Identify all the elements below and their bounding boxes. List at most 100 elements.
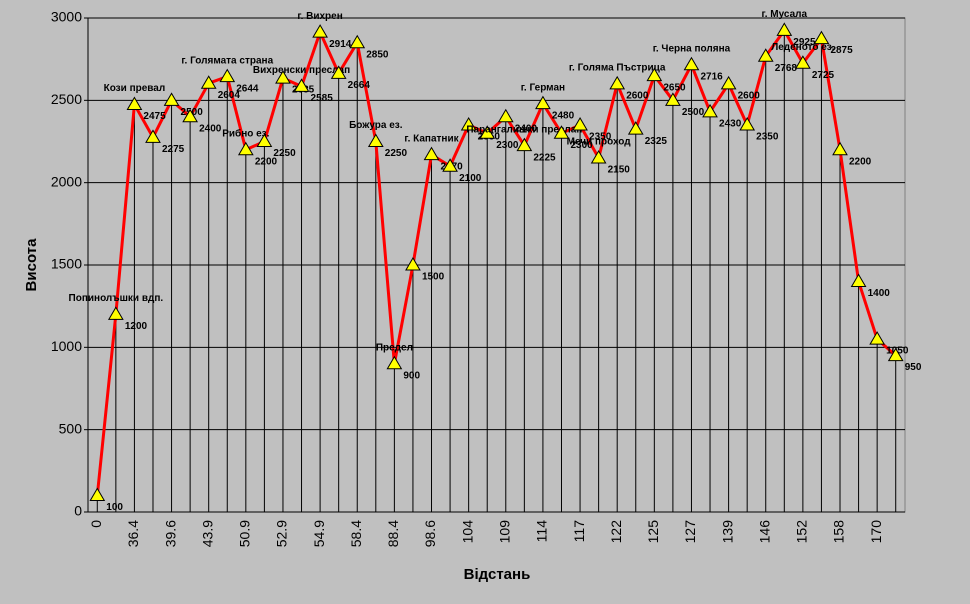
marker	[200, 75, 217, 89]
data-label: 2480	[552, 110, 575, 121]
point-name: г. Герман	[521, 82, 565, 93]
marker	[330, 65, 347, 79]
y-tick-label: 1000	[51, 338, 82, 354]
data-label: 2500	[682, 107, 705, 118]
data-label: 2925	[793, 37, 816, 48]
x-tick-label: 58.4	[348, 520, 364, 547]
marker	[869, 331, 886, 345]
data-label: 2716	[700, 71, 723, 82]
data-label: 2300	[570, 140, 593, 151]
data-label: 2725	[812, 70, 835, 81]
data-label: 2850	[366, 49, 389, 60]
x-tick-label: 36.4	[125, 520, 141, 547]
marker	[145, 129, 161, 143]
data-label: 2600	[626, 91, 649, 102]
marker	[349, 34, 366, 49]
data-label: 1200	[125, 321, 148, 332]
data-label: 2604	[218, 90, 241, 101]
x-tick-label: 127	[682, 520, 698, 544]
marker	[163, 92, 180, 106]
point-name: г. Голямата страна	[181, 55, 273, 66]
data-label: 2150	[608, 165, 631, 176]
marker	[386, 355, 403, 370]
marker	[423, 146, 440, 161]
point-name: Божура ез.	[349, 120, 403, 131]
x-tick-label: 88.4	[385, 520, 401, 547]
marker	[293, 78, 310, 92]
y-tick-label: 2500	[51, 91, 82, 107]
data-label: 2325	[645, 136, 668, 147]
y-tick-label: 0	[74, 503, 82, 519]
marker	[609, 75, 626, 90]
x-tick-label: 125	[645, 520, 661, 544]
marker	[813, 30, 830, 45]
data-label: 2400	[515, 123, 538, 134]
marker	[107, 306, 124, 320]
data-label: 2100	[459, 173, 482, 184]
y-axis-title: Висота	[23, 238, 40, 292]
marker	[720, 75, 737, 90]
x-tick-label: 117	[571, 520, 587, 543]
marker	[683, 56, 700, 71]
x-tick-label: 43.9	[199, 520, 215, 547]
marker	[553, 125, 570, 139]
x-tick-label: 109	[496, 520, 512, 544]
marker	[256, 133, 273, 147]
point-name: Мечи проход	[567, 137, 632, 148]
point-name: Предел	[376, 342, 413, 353]
marker	[442, 158, 458, 172]
marker	[646, 67, 663, 82]
marker	[887, 347, 904, 362]
marker	[795, 55, 811, 69]
x-tick-label: 114	[534, 520, 550, 543]
data-label: 1400	[868, 288, 891, 299]
point-name: Кози превал	[104, 83, 166, 94]
x-tick-label: 146	[756, 520, 772, 544]
marker	[832, 141, 848, 156]
x-tick-label: 170	[868, 520, 884, 544]
data-label: 2350	[756, 132, 779, 143]
marker	[89, 487, 106, 502]
y-tick-label: 3000	[51, 9, 82, 25]
marker	[850, 273, 867, 287]
x-tick-label: 139	[719, 520, 735, 544]
data-label: 2350	[589, 132, 612, 143]
marker	[237, 141, 254, 156]
data-label: 2644	[236, 83, 259, 94]
x-tick-label: 39.6	[162, 520, 178, 547]
data-label: 2430	[719, 119, 742, 130]
data-label: 2250	[273, 148, 296, 159]
point-name: г. Вихрен	[297, 11, 342, 22]
x-tick-label: 158	[831, 520, 847, 544]
point-name: Парангалишки преслап	[466, 124, 582, 135]
x-tick-label: 152	[794, 520, 810, 544]
marker	[739, 117, 756, 131]
data-label: 2475	[143, 111, 166, 122]
marker	[665, 92, 681, 106]
x-tick-label: 54.9	[311, 520, 327, 547]
x-tick-label: 50.9	[237, 520, 253, 547]
data-label: 2664	[348, 80, 371, 91]
marker	[405, 257, 421, 271]
marker	[572, 117, 588, 131]
marker	[702, 103, 718, 118]
marker	[757, 48, 774, 62]
y-tick-label: 2000	[51, 173, 82, 189]
y-tick-label: 1500	[51, 256, 82, 272]
marker	[516, 137, 533, 152]
point-name: г. Черна поляна	[653, 43, 731, 54]
data-label: 2600	[738, 91, 761, 102]
x-tick-label: 104	[459, 520, 475, 544]
data-label: 100	[106, 502, 123, 513]
marker	[182, 108, 198, 123]
x-tick-label: 0	[88, 520, 104, 528]
marker	[460, 117, 477, 131]
data-label: 2225	[533, 152, 556, 163]
data-label: 1500	[422, 272, 445, 283]
marker	[497, 108, 514, 123]
marker	[627, 121, 644, 135]
point-name: г. Голяма Пъстрица	[569, 63, 666, 74]
x-tick-label: 122	[608, 520, 624, 544]
marker	[367, 133, 384, 147]
